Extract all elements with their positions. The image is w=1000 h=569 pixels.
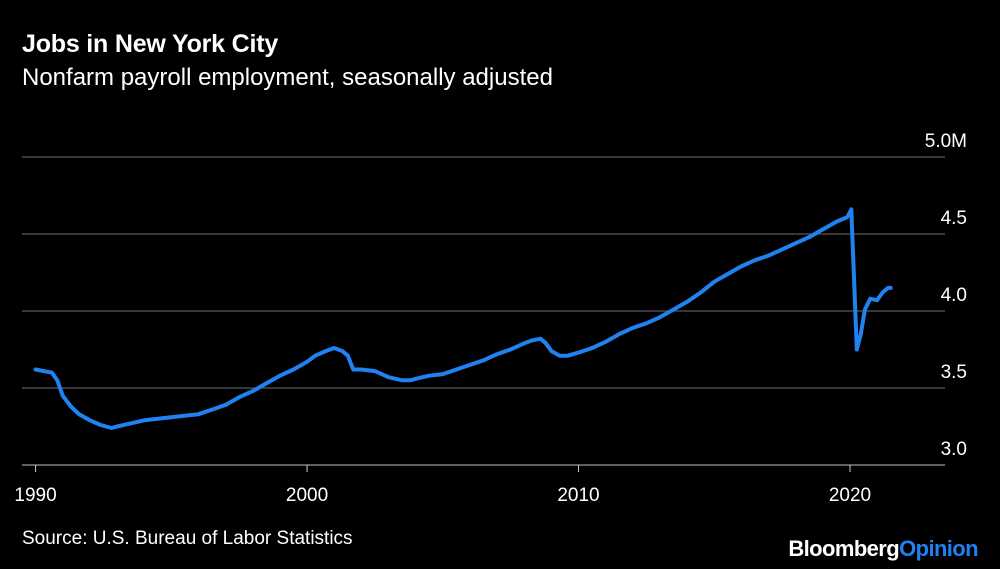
y-tick-label: 4.5 xyxy=(941,208,967,229)
y-tick-label: 4.0 xyxy=(941,285,967,306)
x-tick-label: 1990 xyxy=(14,485,56,506)
y-tick-label: 3.0 xyxy=(941,439,967,460)
y-tick-label: 3.5 xyxy=(941,362,967,383)
x-tick-label: 2000 xyxy=(286,485,328,506)
source-note: Source: U.S. Bureau of Labor Statistics xyxy=(22,528,353,549)
chart-title: Jobs in New York City xyxy=(22,30,279,58)
brand-logo: BloombergOpinion xyxy=(788,536,978,562)
series-line xyxy=(33,207,893,430)
brand-logo-part1: Bloomberg xyxy=(788,536,900,561)
brand-logo-part2: Opinion xyxy=(899,536,979,561)
x-tick-label: 2010 xyxy=(557,485,599,506)
chart-subtitle: Nonfarm payroll employment, seasonally a… xyxy=(22,64,553,91)
x-tick-label: 2020 xyxy=(829,485,871,506)
y-tick-label: 5.0M xyxy=(925,131,967,152)
